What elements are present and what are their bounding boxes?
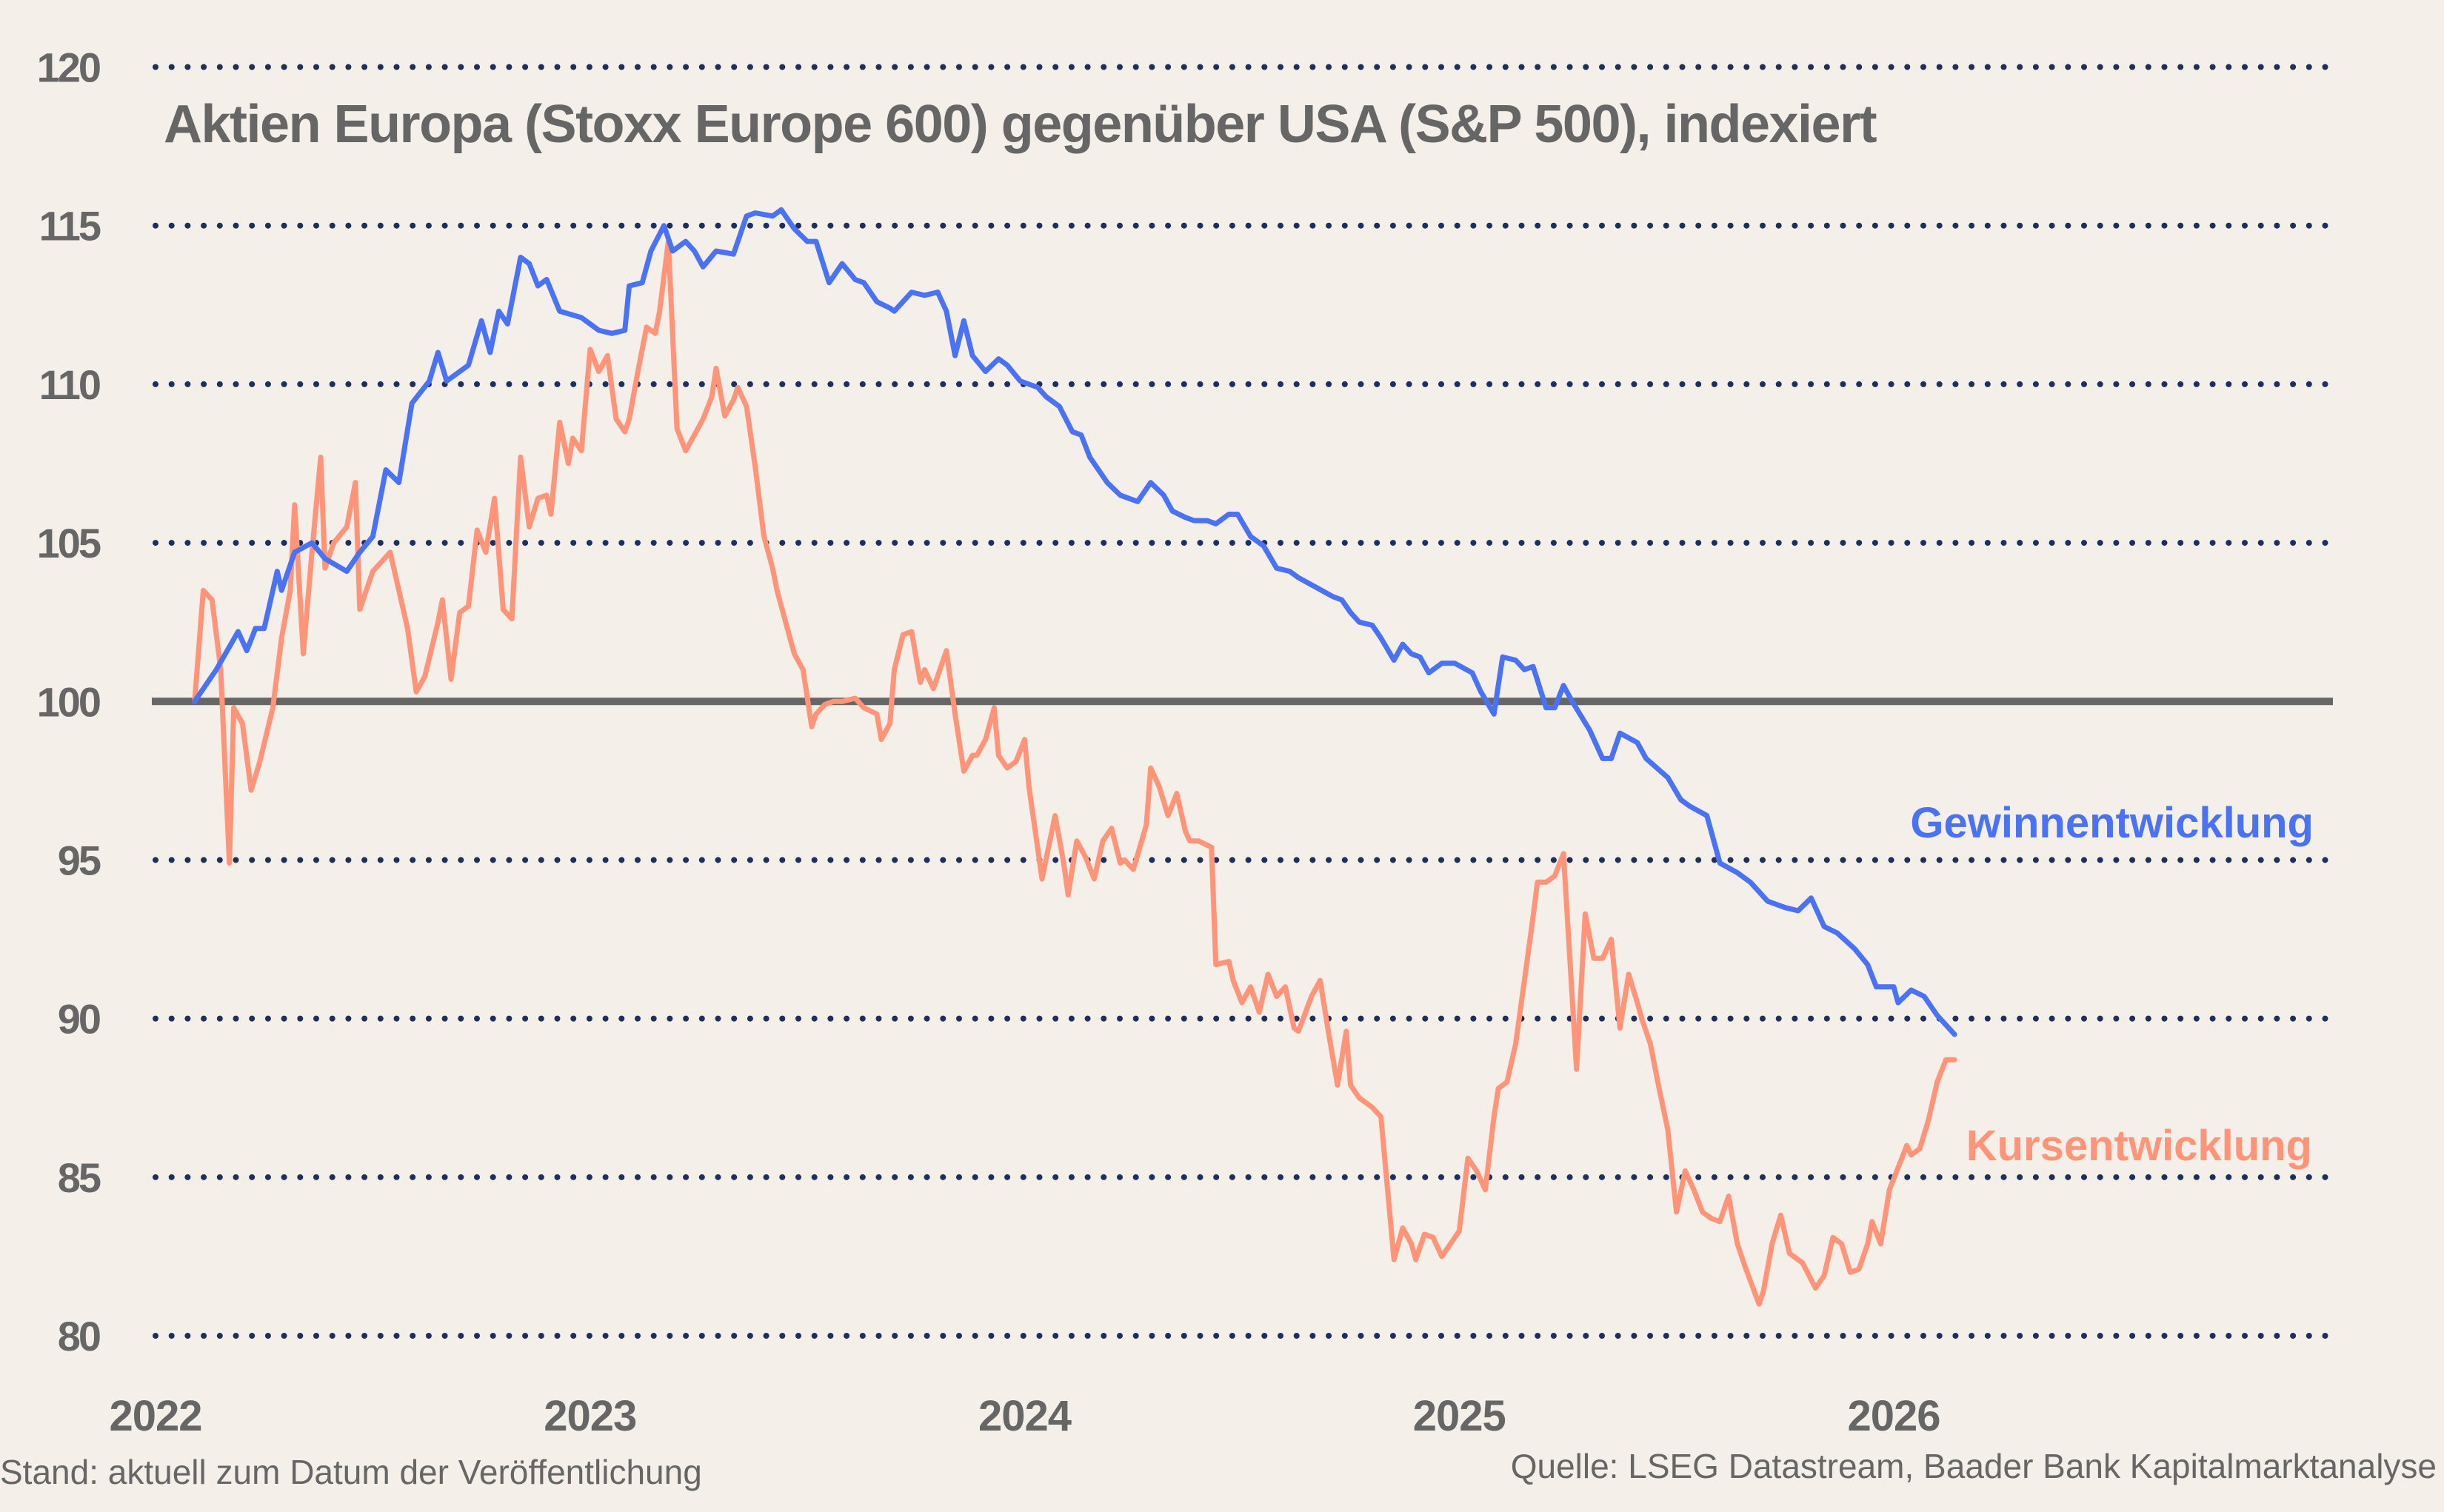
y-axis-ticks: 80 85 90 95 100 105 110 115 120	[37, 44, 103, 1360]
y-tick-label: 100	[37, 678, 100, 725]
series-label-kursentwicklung: Kursentwicklung	[1966, 1122, 2312, 1170]
footer-stand: Stand: aktuell zum Datum der Veröffentli…	[0, 1453, 702, 1491]
series-line-gewinnentwicklung	[192, 207, 1957, 1037]
y-tick-label: 85	[58, 1154, 101, 1201]
y-tick-label: 115	[39, 203, 101, 250]
x-tick-label: 2025	[1413, 1392, 1506, 1440]
x-axis-ticks: 2022 2023 2024 2025 2026	[109, 1392, 1940, 1440]
x-tick-label: 2024	[978, 1392, 1072, 1440]
series-lines	[192, 207, 1957, 1307]
chart-title: Aktien Europa (Stoxx Europe 600) gegenüb…	[164, 95, 1877, 154]
footer-source: Quelle: LSEG Datastream, Baader Bank Kap…	[1511, 1447, 2437, 1485]
y-tick-label: 105	[37, 520, 101, 566]
x-tick-label: 2023	[544, 1392, 636, 1440]
x-tick-label: 2022	[109, 1392, 201, 1440]
y-tick-label: 95	[58, 837, 101, 883]
x-tick-label: 2026	[1847, 1392, 1940, 1440]
y-tick-label: 80	[58, 1313, 100, 1359]
y-tick-label: 110	[39, 361, 100, 408]
y-tick-label: 90	[58, 996, 100, 1043]
series-label-gewinnentwicklung: Gewinnentwicklung	[1910, 799, 2314, 847]
y-tick-label: 120	[37, 44, 100, 91]
series-line-kursentwicklung	[192, 238, 1957, 1307]
